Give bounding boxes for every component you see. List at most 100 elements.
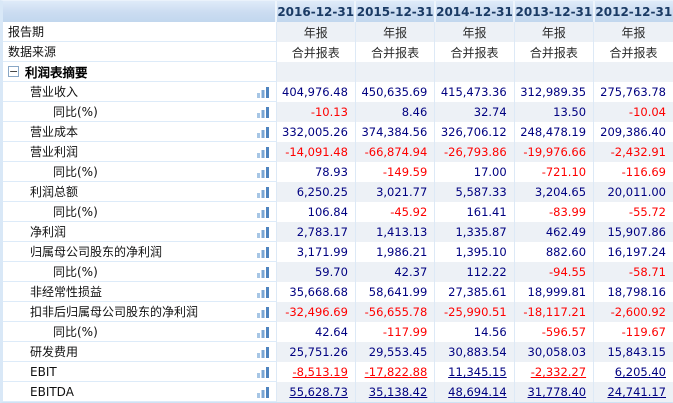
value-cell: 78.93 bbox=[275, 162, 356, 182]
bar-chart-icon[interactable] bbox=[256, 226, 270, 238]
bar-chart-icon[interactable] bbox=[256, 266, 270, 278]
table-row: 归属母公司股东的净利润 3,171.99 1,986.21 1,395.10 8… bbox=[3, 242, 673, 262]
row-label: 归属母公司股东的净利润 bbox=[30, 245, 163, 259]
row-label: 营业成本 bbox=[30, 125, 79, 139]
value-cell[interactable]: -2,332.27 bbox=[513, 362, 594, 382]
column-header: 2014-12-31 bbox=[433, 1, 515, 22]
bar-chart-icon[interactable] bbox=[256, 166, 270, 178]
bar-chart-icon[interactable] bbox=[256, 366, 270, 378]
value-cell[interactable]: 11,345.15 bbox=[434, 362, 515, 382]
table-row: 营业收入 404,976.48 450,635.69 415,473.36 31… bbox=[3, 82, 673, 102]
row-label: 数据来源 bbox=[8, 45, 57, 59]
value-cell[interactable]: 24,741.17 bbox=[593, 382, 673, 402]
table-row: 净利润 2,783.17 1,413.13 1,335.87 462.49 15… bbox=[3, 222, 673, 242]
row-label-cell: EBIT bbox=[3, 362, 276, 382]
row-label-cell: − 利润表摘要 bbox=[3, 62, 276, 82]
value-cell: -116.69 bbox=[593, 162, 673, 182]
value-cell: 年报 bbox=[593, 22, 673, 42]
collapse-icon[interactable]: − bbox=[8, 65, 19, 78]
value-cell: -19,976.66 bbox=[513, 142, 594, 162]
row-label: 营业利润 bbox=[30, 145, 79, 159]
table-row: 同比(%) 106.84 -45.92 161.41 -83.99 -55.72 bbox=[3, 202, 673, 222]
table-row: 研发费用 25,751.26 29,553.45 30,883.54 30,05… bbox=[3, 342, 673, 362]
bar-chart-icon[interactable] bbox=[256, 286, 270, 298]
value-cell: -2,600.92 bbox=[593, 302, 673, 322]
value-cell: 42.64 bbox=[275, 322, 356, 342]
bar-chart-icon[interactable] bbox=[256, 246, 270, 258]
value-cell[interactable]: 48,694.14 bbox=[434, 382, 515, 402]
value-cell[interactable]: 6,205.40 bbox=[593, 362, 673, 382]
table-row: EBITDA 55,628.73 35,138.42 48,694.14 31,… bbox=[3, 382, 673, 402]
financial-summary-table: 2016-12-31 2015-12-31 2014-12-31 2013-12… bbox=[3, 1, 673, 402]
row-label: 报告期 bbox=[8, 25, 45, 39]
value-cell: -58.71 bbox=[593, 262, 673, 282]
value-cell bbox=[513, 62, 594, 82]
value-cell: 59.70 bbox=[275, 262, 356, 282]
row-label-cell: 非经常性损益 bbox=[3, 282, 276, 302]
value-cell: 29,553.45 bbox=[354, 342, 435, 362]
row-label-cell: 净利润 bbox=[3, 222, 276, 242]
value-cell: 27,385.61 bbox=[434, 282, 515, 302]
bar-chart-icon[interactable] bbox=[256, 126, 270, 138]
value-cell: -596.57 bbox=[513, 322, 594, 342]
value-cell: 3,171.99 bbox=[275, 242, 356, 262]
value-cell: -10.13 bbox=[275, 102, 356, 122]
row-label: 非经常性损益 bbox=[30, 285, 103, 299]
value-cell: 332,005.26 bbox=[275, 122, 356, 142]
value-cell: 30,883.54 bbox=[434, 342, 515, 362]
table-row: 数据来源 合并报表 合并报表 合并报表 合并报表 合并报表 bbox=[3, 42, 673, 62]
row-label-cell: 研发费用 bbox=[3, 342, 276, 362]
value-cell: 462.49 bbox=[513, 222, 594, 242]
value-cell: 161.41 bbox=[434, 202, 515, 222]
value-cell: -14,091.48 bbox=[275, 142, 356, 162]
column-header: 2012-12-31 bbox=[592, 1, 673, 22]
value-cell: -26,793.86 bbox=[434, 142, 515, 162]
value-cell: 248,478.19 bbox=[513, 122, 594, 142]
value-cell[interactable]: 31,778.40 bbox=[513, 382, 594, 402]
bar-chart-icon[interactable] bbox=[256, 146, 270, 158]
column-header: 2016-12-31 bbox=[275, 1, 356, 22]
bar-chart-icon[interactable] bbox=[256, 86, 270, 98]
bar-chart-icon[interactable] bbox=[256, 106, 270, 118]
row-label-cell: 同比(%) bbox=[3, 162, 276, 182]
value-cell: 18,798.16 bbox=[593, 282, 673, 302]
row-label: 扣非后归属母公司股东的净利润 bbox=[30, 305, 199, 319]
row-label[interactable]: 利润表摘要 bbox=[25, 65, 88, 80]
value-cell: 374,384.56 bbox=[354, 122, 435, 142]
value-cell[interactable]: -17,822.88 bbox=[354, 362, 435, 382]
value-cell[interactable]: 35,138.42 bbox=[354, 382, 435, 402]
value-cell: 合并报表 bbox=[513, 42, 594, 62]
row-label: 同比(%) bbox=[53, 265, 98, 279]
row-label-cell: 归属母公司股东的净利润 bbox=[3, 242, 276, 262]
table-row: 报告期 年报 年报 年报 年报 年报 bbox=[3, 22, 673, 42]
value-cell[interactable]: -8,513.19 bbox=[275, 362, 356, 382]
value-cell: -117.99 bbox=[354, 322, 435, 342]
bar-chart-icon[interactable] bbox=[256, 386, 270, 398]
value-cell bbox=[593, 62, 673, 82]
row-label-cell: 同比(%) bbox=[3, 262, 276, 282]
value-cell: 30,058.03 bbox=[513, 342, 594, 362]
bar-chart-icon[interactable] bbox=[256, 206, 270, 218]
row-label-cell: 利润总额 bbox=[3, 182, 276, 202]
table-row: 同比(%) -10.13 8.46 32.74 13.50 -10.04 bbox=[3, 102, 673, 122]
header-corner-cell bbox=[3, 1, 277, 22]
row-label-cell: 营业收入 bbox=[3, 82, 276, 102]
bar-chart-icon[interactable] bbox=[256, 306, 270, 318]
row-label: 研发费用 bbox=[30, 345, 79, 359]
bar-chart-icon[interactable] bbox=[256, 346, 270, 358]
value-cell[interactable]: 55,628.73 bbox=[275, 382, 356, 402]
row-label-cell: 同比(%) bbox=[3, 202, 276, 222]
row-label: 净利润 bbox=[30, 225, 67, 239]
value-cell: 合并报表 bbox=[593, 42, 673, 62]
value-cell: 1,986.21 bbox=[354, 242, 435, 262]
value-cell: 合并报表 bbox=[275, 42, 356, 62]
value-cell: 20,011.00 bbox=[593, 182, 673, 202]
row-label-cell: 扣非后归属母公司股东的净利润 bbox=[3, 302, 276, 322]
bar-chart-icon[interactable] bbox=[256, 186, 270, 198]
table-row: 扣非后归属母公司股东的净利润 -32,496.69 -56,655.78 -25… bbox=[3, 302, 673, 322]
bar-chart-icon[interactable] bbox=[256, 326, 270, 338]
value-cell: -94.55 bbox=[513, 262, 594, 282]
value-cell: -2,432.91 bbox=[593, 142, 673, 162]
row-label: 营业收入 bbox=[30, 85, 79, 99]
